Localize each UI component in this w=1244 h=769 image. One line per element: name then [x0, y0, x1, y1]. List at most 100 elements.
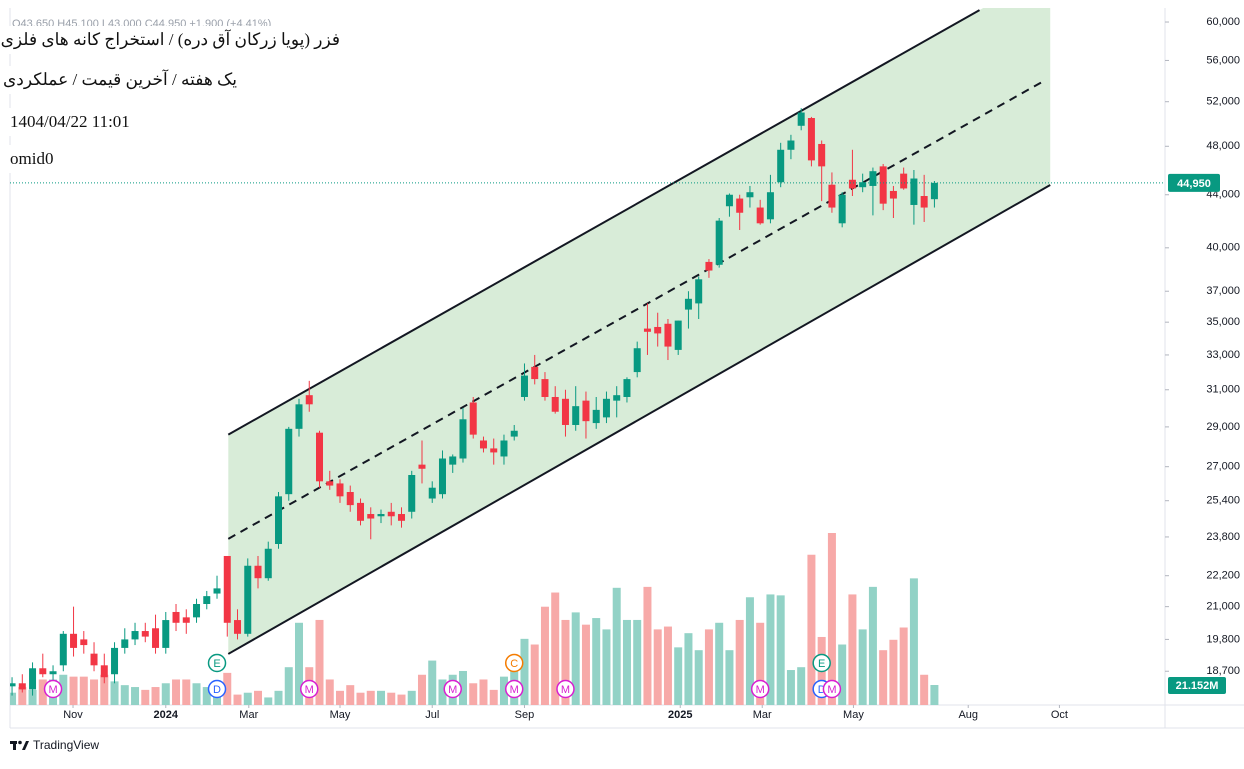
volume-bar [797, 667, 806, 705]
candle-body [551, 396, 559, 412]
volume-last-label: 21.152M [1176, 680, 1219, 692]
volume-bar [172, 679, 181, 705]
candle-body [500, 440, 508, 457]
volume-bar [120, 685, 129, 705]
last-price-box [1168, 173, 1220, 192]
candle-body [223, 555, 231, 623]
volume-bar [469, 683, 478, 705]
candle-body [592, 409, 600, 424]
candle-body [141, 631, 149, 637]
x-tick-label: Sep [515, 709, 535, 721]
candle-body [664, 323, 672, 347]
volume-bar [920, 674, 929, 705]
candle-body [418, 464, 426, 469]
candle-body [387, 511, 395, 517]
candle-body [80, 639, 88, 646]
volume-bar [131, 687, 140, 705]
volume-bar [202, 687, 211, 705]
volume-bar [520, 638, 529, 705]
volume-bar [674, 647, 683, 705]
candle-body [367, 514, 375, 519]
volume-bar [704, 629, 713, 705]
volume-bar [18, 687, 27, 705]
candle-body [70, 633, 78, 648]
candle-body [900, 173, 908, 189]
channel-middle [227, 80, 1044, 540]
event-marker [504, 679, 524, 699]
candle-body [582, 400, 590, 422]
y-tick-label: 37,000 [1206, 285, 1240, 297]
candle-body [254, 565, 262, 579]
candle-body [766, 192, 774, 220]
event-marker [207, 653, 227, 673]
candle-body [613, 395, 621, 401]
volume-bar [540, 606, 549, 705]
candle-body [193, 603, 201, 618]
volume-bar [315, 619, 324, 705]
plot [10, 8, 1051, 705]
y-tick-label: 60,000 [1206, 16, 1240, 28]
candle-body [213, 588, 221, 594]
volume-bar [745, 597, 754, 705]
candle-body [572, 406, 580, 425]
volume-bar [141, 689, 150, 705]
last-price-label: 44,950 [1177, 178, 1211, 190]
volume-bar [776, 595, 785, 705]
candle-body [715, 220, 723, 265]
volume-bar [868, 586, 877, 705]
candle-body [408, 475, 416, 512]
candle-body [674, 320, 682, 350]
brand: TradingView [33, 738, 99, 752]
chart-settings: یک هفته / آخرین قیمت / عملکردی [0, 66, 243, 94]
y-tick-label: 40,000 [1206, 242, 1240, 254]
candle-body [848, 179, 856, 189]
event-marker [812, 653, 831, 673]
volume-bar [684, 633, 693, 705]
event-label: D [818, 684, 826, 696]
author: omid0 [4, 145, 60, 173]
candle-body [39, 668, 47, 675]
volume-last-box [1168, 677, 1226, 695]
event-label: M [510, 684, 519, 696]
candle-body [479, 440, 487, 449]
y-tick-label: 52,000 [1206, 96, 1240, 108]
event-label: M [48, 684, 57, 696]
volume-bar [592, 618, 601, 705]
volume-bar [428, 660, 437, 705]
volume-bar [79, 676, 88, 705]
candle-body [684, 298, 692, 310]
volume-bar [622, 619, 631, 705]
volume-bar [387, 692, 396, 705]
candle-body [295, 404, 303, 429]
volume-bar [858, 629, 867, 705]
x-tick-label: 2025 [668, 709, 692, 721]
candle-body [490, 448, 498, 453]
volume-bar [489, 689, 498, 705]
candle-body [377, 514, 385, 517]
candle-body [520, 375, 528, 397]
event-label: C [510, 658, 518, 670]
volume-bar [735, 619, 744, 705]
volume-bar [838, 644, 847, 705]
volume-bar [561, 619, 570, 705]
volume-bar [879, 650, 888, 705]
candle-body [910, 178, 918, 205]
x-tick-label: Nov [63, 709, 83, 721]
candle-body [777, 149, 785, 183]
candle-body [828, 184, 836, 208]
volume-bar [499, 676, 508, 705]
x-tick-label: Mar [239, 709, 258, 721]
volume-bar [571, 612, 580, 705]
x-tick-label: Oct [1051, 709, 1068, 721]
volume-bar [336, 690, 344, 705]
candle-body [705, 261, 713, 271]
candle-body [90, 653, 98, 666]
volume-bar [694, 650, 703, 705]
candle-body [326, 481, 334, 486]
y-tick-label: 25,400 [1206, 495, 1240, 507]
candle-body [182, 617, 190, 623]
volume-bar [581, 624, 590, 705]
event-marker [822, 679, 842, 699]
volume-bar [417, 674, 426, 705]
